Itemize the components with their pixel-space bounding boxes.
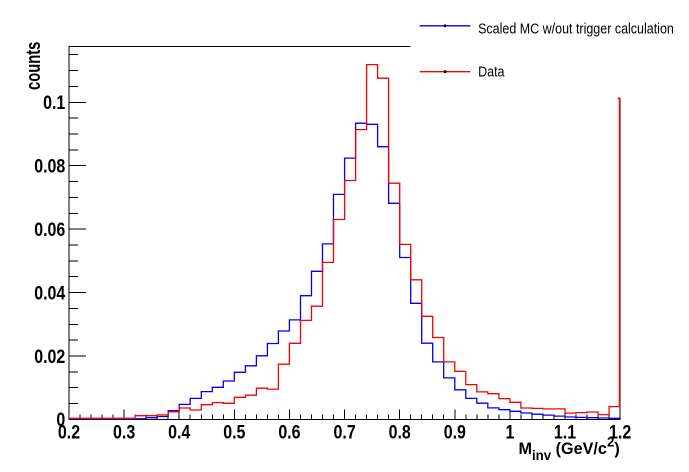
svg-text:Scaled MC w/out trigger calcul: Scaled MC w/out trigger calculation <box>478 20 674 36</box>
svg-text:0.08: 0.08 <box>34 155 65 177</box>
svg-text:0.6: 0.6 <box>278 421 300 443</box>
svg-text:counts: counts <box>22 42 45 90</box>
svg-text:0.7: 0.7 <box>334 421 356 443</box>
svg-text:1: 1 <box>505 421 514 443</box>
svg-text:0.06: 0.06 <box>34 219 65 241</box>
svg-text:0.4: 0.4 <box>168 421 190 443</box>
svg-text:0.5: 0.5 <box>223 421 245 443</box>
svg-text:0.3: 0.3 <box>113 421 135 443</box>
svg-text:0.04: 0.04 <box>34 282 65 304</box>
svg-text:0.8: 0.8 <box>389 421 411 443</box>
svg-text:0.9: 0.9 <box>444 421 466 443</box>
svg-text:0: 0 <box>56 409 65 431</box>
svg-text:Data: Data <box>478 64 505 80</box>
svg-text:0.1: 0.1 <box>43 92 65 114</box>
svg-text:0.02: 0.02 <box>34 345 65 367</box>
